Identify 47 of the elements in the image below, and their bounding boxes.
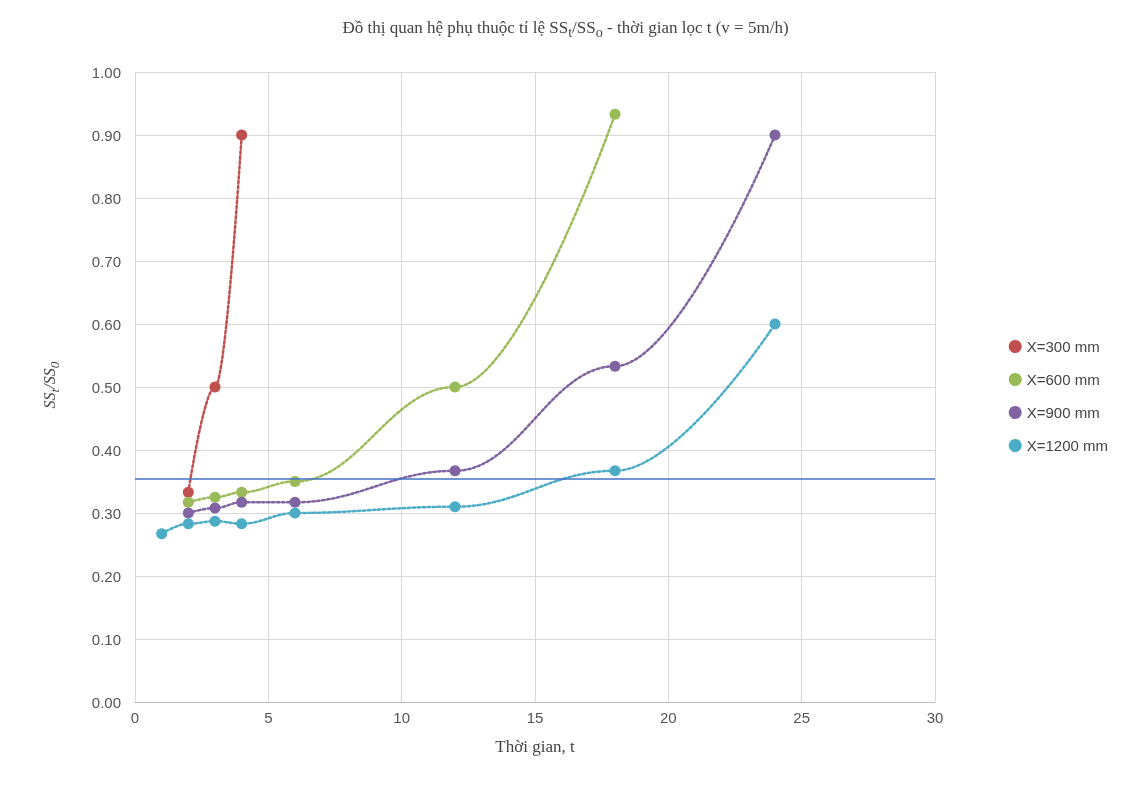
point [449,465,461,477]
point [156,528,168,540]
point [236,486,248,498]
x-tick-label: 20 [659,709,677,726]
point [209,381,221,393]
x-tick-label: 5 [264,709,273,726]
y-tick-label: 0.90 [91,126,121,144]
point [182,496,194,508]
x-tick-label: 15 [526,709,544,726]
legend-label: X=900 mm [1026,404,1100,421]
x-tick-label: 25 [793,709,811,726]
point [289,496,301,508]
y-tick-label: 0.60 [91,315,121,333]
y-tick-label: 0.10 [91,630,121,648]
point [236,129,248,141]
x-tick-label: 0 [130,709,140,726]
legend-label: X=600 mm [1026,371,1100,388]
legend-label: X=300 mm [1026,338,1100,355]
point [236,496,248,508]
x-tick-label: 10 [393,709,411,726]
chart-title: Đồ thị quan hệ phụ thuộc tỉ lệ SS$_{t}$/SS$_{o}$ - thời gian lọc t (v = 5m/h) [341,18,790,42]
point [609,108,621,120]
point [209,515,221,527]
point [182,486,194,498]
point [209,491,221,503]
point [236,518,248,530]
point [209,502,221,514]
point [609,360,621,372]
point [449,501,461,513]
point [769,318,781,330]
point [449,381,461,393]
y-tick-label: 1.00 [91,63,121,81]
y-tick-label: 0.30 [91,504,121,522]
point [182,518,194,530]
y-tick-label: 0.20 [91,567,121,585]
point [609,465,621,477]
point [182,507,194,519]
point [289,507,301,519]
y-tick-label: 0.70 [91,252,121,270]
y-tick-label: 0.40 [91,441,121,459]
x-tick-label: 30 [926,709,944,726]
y-tick-label: 0.00 [91,693,121,711]
point [769,129,781,141]
y-tick-label: 0.50 [91,378,121,396]
x-axis-title: Thời gian, t [495,737,575,756]
y-tick-label: 0.80 [91,189,121,207]
legend-label: X=1200 mm [1026,437,1109,454]
